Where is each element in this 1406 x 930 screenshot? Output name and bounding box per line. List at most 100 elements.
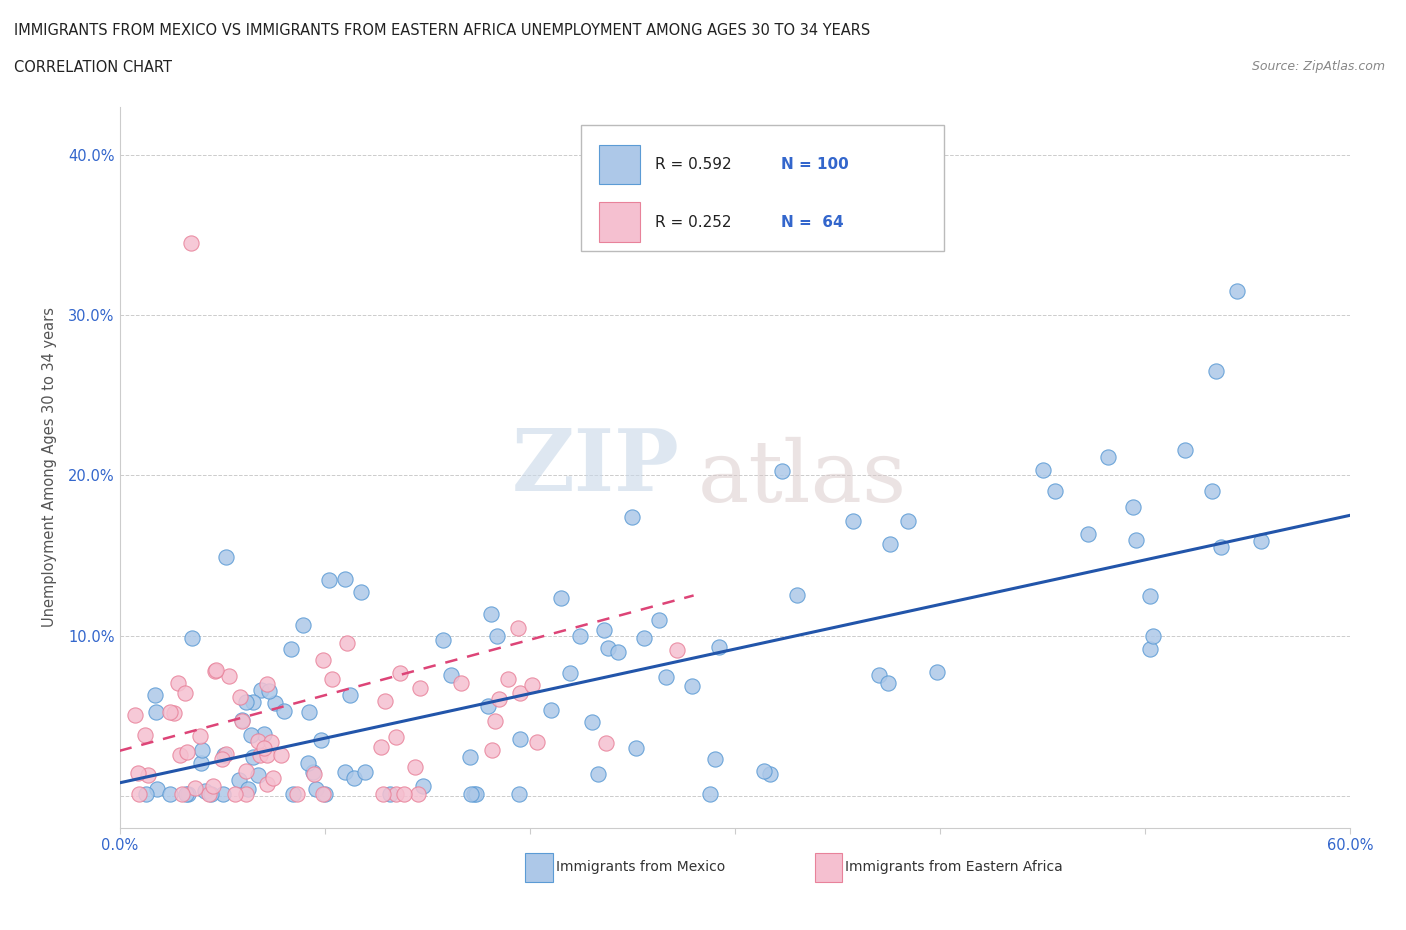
Point <box>655 670 678 684</box>
Point <box>146 781 169 796</box>
Point <box>253 727 276 742</box>
Point <box>665 643 688 658</box>
Point <box>292 618 315 632</box>
Point <box>897 513 920 528</box>
Point <box>212 748 235 763</box>
Point <box>759 767 782 782</box>
Point <box>228 773 250 788</box>
Point <box>339 687 361 702</box>
Point <box>592 623 614 638</box>
Text: Source: ZipAtlas.com: Source: ZipAtlas.com <box>1251 60 1385 73</box>
Point <box>450 675 472 690</box>
Text: R = 0.592: R = 0.592 <box>655 157 731 172</box>
Point <box>1077 526 1099 541</box>
Text: N = 100: N = 100 <box>782 157 849 172</box>
Point <box>389 665 412 680</box>
Text: atlas: atlas <box>697 436 907 520</box>
Point <box>194 784 217 799</box>
Point <box>626 741 648 756</box>
Point <box>211 751 233 766</box>
Point <box>256 676 278 691</box>
Point <box>378 787 401 802</box>
Point <box>1226 284 1249 299</box>
Point <box>526 735 548 750</box>
Point <box>215 747 238 762</box>
Point <box>384 729 406 744</box>
Bar <box>526 853 553 882</box>
Point <box>412 778 434 793</box>
Point <box>879 537 901 551</box>
Point <box>224 787 246 802</box>
Point <box>229 690 252 705</box>
Point <box>127 766 149 781</box>
Point <box>1209 539 1232 554</box>
Bar <box>599 203 640 242</box>
Point <box>1045 484 1067 498</box>
Point <box>200 787 222 802</box>
Point <box>509 685 531 700</box>
Point <box>620 509 643 524</box>
Point <box>235 787 257 802</box>
Point <box>1097 450 1119 465</box>
Point <box>242 695 264 710</box>
Point <box>247 767 270 782</box>
Point <box>1122 499 1144 514</box>
Point <box>488 692 510 707</box>
Point <box>479 606 502 621</box>
Point <box>297 755 319 770</box>
Point <box>143 688 166 703</box>
Point <box>242 750 264 764</box>
Point <box>170 787 193 802</box>
Point <box>1142 629 1164 644</box>
Point <box>318 573 340 588</box>
Point <box>458 750 481 764</box>
Point <box>540 703 562 718</box>
Point <box>343 771 366 786</box>
Point <box>205 662 228 677</box>
Point <box>370 740 392 755</box>
FancyBboxPatch shape <box>581 125 943 251</box>
Text: IMMIGRANTS FROM MEXICO VS IMMIGRANTS FROM EASTERN AFRICA UNEMPLOYMENT AMONG AGES: IMMIGRANTS FROM MEXICO VS IMMIGRANTS FRO… <box>14 23 870 38</box>
Point <box>408 787 430 802</box>
Point <box>305 781 328 796</box>
Point <box>252 740 274 755</box>
Point <box>256 777 278 791</box>
Point <box>302 766 325 781</box>
Point <box>270 748 292 763</box>
Point <box>868 668 890 683</box>
Point <box>404 759 426 774</box>
Point <box>177 787 200 802</box>
Point <box>135 787 157 802</box>
Point <box>202 779 225 794</box>
Point <box>321 671 343 686</box>
Point <box>877 676 900 691</box>
Point <box>231 713 253 728</box>
Text: R = 0.252: R = 0.252 <box>655 215 731 230</box>
Point <box>333 572 356 587</box>
Point <box>247 734 270 749</box>
Point <box>484 713 506 728</box>
Point <box>169 748 191 763</box>
Point <box>333 764 356 779</box>
Point <box>204 663 226 678</box>
Point <box>1250 534 1272 549</box>
Text: Immigrants from Eastern Africa: Immigrants from Eastern Africa <box>845 860 1063 874</box>
Point <box>581 714 603 729</box>
Point <box>176 744 198 759</box>
Point <box>188 728 211 743</box>
Text: N =  64: N = 64 <box>782 215 844 230</box>
Point <box>481 742 503 757</box>
Point <box>136 767 159 782</box>
Point <box>260 735 283 750</box>
Point <box>215 550 238 565</box>
Text: CORRELATION CHART: CORRELATION CHART <box>14 60 172 75</box>
Point <box>159 704 181 719</box>
Point <box>235 764 257 778</box>
Point <box>264 696 287 711</box>
Point <box>235 695 257 710</box>
Point <box>509 731 531 746</box>
Point <box>354 764 377 779</box>
Point <box>174 686 197 701</box>
Point <box>183 780 205 795</box>
Point <box>770 463 793 478</box>
